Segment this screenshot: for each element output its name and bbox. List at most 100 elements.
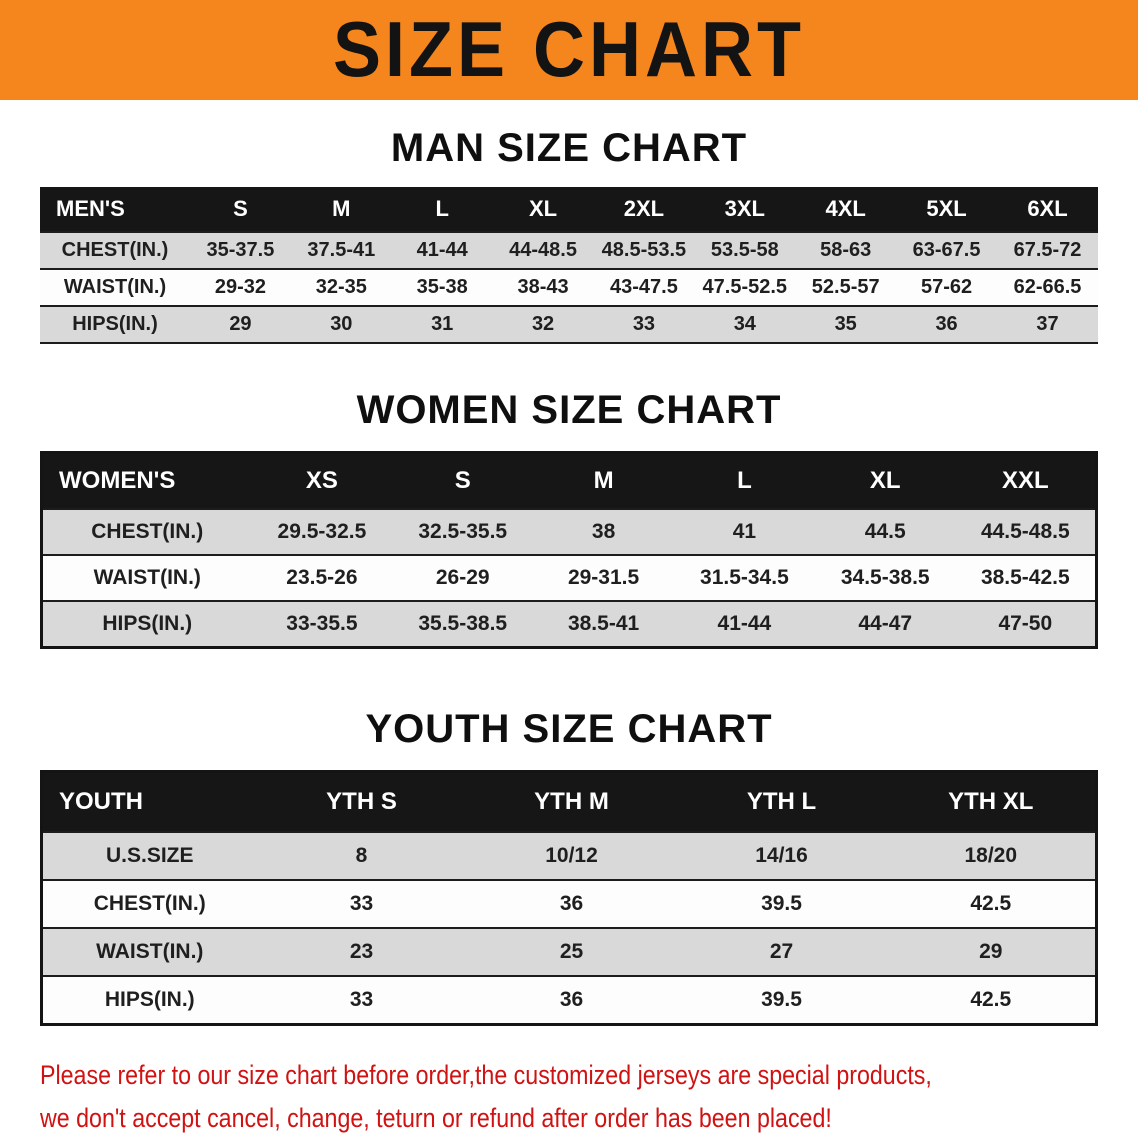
table-row: U.S.SIZE 8 10/12 14/16 18/20 — [41, 832, 1097, 880]
row-label: HIPS(IN.) — [104, 988, 195, 1011]
value-cell: 23.5-26 — [286, 566, 358, 589]
column-header: XL — [814, 452, 956, 509]
table-row: HIPS(IN.) 29 30 31 32 33 34 35 36 37 — [40, 306, 1098, 343]
value-cell: 30 — [330, 313, 353, 335]
value-cell: 47.5-52.5 — [702, 276, 788, 298]
column-header: L — [391, 187, 493, 232]
row-label: WAIST(IN.) — [96, 940, 204, 963]
value-cell: 37.5-41 — [307, 239, 376, 261]
value-cell: 32-35 — [315, 276, 367, 298]
value-cell: 42.5 — [970, 988, 1012, 1011]
table-header-row: MEN'S S M L XL 2XL 3XL 4XL 5XL 6XL — [40, 187, 1098, 232]
value-cell: 53.5-58 — [710, 239, 779, 261]
value-cell: 36 — [559, 892, 584, 915]
value-cell: 52.5-57 — [811, 276, 880, 298]
table-header-row: WOMEN'S XS S M L XL XXL — [41, 452, 1097, 509]
value-cell: 67.5-72 — [1013, 239, 1082, 261]
value-cell: 31 — [431, 313, 454, 335]
value-cell: 44.5 — [864, 520, 906, 543]
column-header: XS — [251, 452, 393, 509]
value-cell: 34 — [733, 313, 756, 335]
column-header: S — [392, 452, 534, 509]
column-header: YTH S — [256, 771, 467, 832]
column-header: XL — [492, 187, 594, 232]
value-cell: 18/20 — [964, 844, 1018, 867]
value-cell: 41-44 — [717, 612, 772, 635]
table-row: WAIST(IN.) 29-32 32-35 35-38 38-43 43-47.5 47.… — [40, 269, 1098, 306]
value-cell: 44-48.5 — [509, 239, 577, 261]
value-cell: 35 — [834, 313, 857, 335]
table-row: CHEST(IN.) 35-37.5 37.5-41 41-44 44-48.5 48.5… — [40, 232, 1098, 269]
footer-note: Please refer to our size chart before or… — [40, 1060, 1098, 1134]
value-cell: 10/12 — [545, 844, 598, 867]
value-cell: 29-32 — [214, 276, 267, 298]
value-cell: 32.5-35.5 — [418, 520, 508, 543]
value-cell: 32 — [531, 313, 555, 335]
banner-title: SIZE CHART — [333, 6, 805, 94]
value-cell: 57-62 — [920, 276, 973, 298]
value-cell: 44-47 — [858, 612, 913, 635]
value-cell: 38 — [591, 520, 616, 543]
men-section-heading: MAN SIZE CHART — [390, 126, 748, 170]
youth-size-section: YOUTH SIZE CHART YOUTH YTH S YTH M YTH L YTH… — [0, 707, 1138, 1026]
column-header: XXL — [955, 452, 1097, 509]
value-cell: 38.5-41 — [567, 612, 640, 635]
value-cell: 41-44 — [416, 239, 468, 261]
value-cell: 26-29 — [435, 566, 490, 589]
table-row: WAIST(IN.) 23.5-26 26-29 29-31.5 31.5-34.5 34… — [41, 555, 1097, 601]
row-label: CHEST(IN.) — [61, 239, 169, 261]
value-cell: 43-47.5 — [610, 276, 678, 298]
value-cell: 29.5-32.5 — [277, 520, 367, 543]
value-cell: 38.5-42.5 — [980, 566, 1070, 589]
table-header-row: YOUTH YTH S YTH M YTH L YTH XL — [41, 771, 1097, 832]
value-cell: 34.5-38.5 — [840, 566, 930, 589]
column-header: L — [673, 452, 815, 509]
value-cell: 48.5-53.5 — [601, 239, 687, 261]
size-chart-banner: SIZE CHART — [0, 0, 1138, 100]
value-cell: 35-37.5 — [206, 239, 275, 261]
value-cell: 33 — [632, 313, 656, 335]
row-label: WAIST(IN.) — [63, 276, 167, 298]
value-cell: 47-50 — [998, 612, 1053, 635]
value-cell: 35-38 — [416, 276, 468, 298]
value-cell: 25 — [559, 940, 584, 963]
column-header: YTH XL — [886, 771, 1097, 832]
table-label: WOMEN'S — [41, 452, 252, 509]
value-cell: 39.5 — [761, 988, 802, 1011]
women-section-heading: WOMEN SIZE CHART — [356, 388, 782, 432]
table-row: HIPS(IN.) 33-35.5 35.5-38.5 38.5-41 41-44 44-… — [41, 601, 1097, 648]
value-cell: 29 — [229, 313, 252, 335]
column-header: YTH L — [676, 771, 887, 832]
value-cell: 38-43 — [517, 276, 569, 298]
value-cell: 36 — [559, 988, 584, 1011]
youth-section-heading: YOUTH SIZE CHART — [365, 707, 773, 751]
row-label: CHEST(IN.) — [91, 520, 204, 543]
column-header: 6XL — [997, 187, 1098, 232]
value-cell: 63-67.5 — [912, 239, 981, 261]
row-label: U.S.SIZE — [105, 844, 194, 867]
value-cell: 33 — [349, 988, 374, 1011]
men-size-section: MAN SIZE CHART MEN'S S M L XL 2XL 3XL 4XL 5XL 6XL… — [0, 126, 1138, 344]
value-cell: 33 — [349, 892, 374, 915]
value-cell: 37 — [1036, 313, 1059, 335]
women-size-section: WOMEN SIZE CHART WOMEN'S XS S M L XL XXL CHEST(… — [0, 388, 1138, 649]
footer-line-2: we don't accept cancel, change, teturn o… — [40, 1103, 832, 1133]
value-cell: 23 — [349, 940, 374, 963]
value-cell: 58-63 — [820, 239, 872, 261]
value-cell: 29 — [979, 940, 1003, 963]
column-header: 3XL — [694, 187, 796, 232]
column-header: 5XL — [896, 187, 997, 232]
row-label: HIPS(IN.) — [102, 612, 193, 635]
value-cell: 44.5-48.5 — [980, 520, 1070, 543]
value-cell: 41 — [732, 520, 757, 543]
value-cell: 36 — [935, 313, 958, 335]
row-label: CHEST(IN.) — [93, 892, 206, 915]
value-cell: 33-35.5 — [286, 612, 358, 635]
women-size-table: WOMEN'S XS S M L XL XXL CHEST(IN.) 29.5-32.5 32.5… — [40, 451, 1098, 649]
table-label: YOUTH — [41, 771, 257, 832]
row-label: WAIST(IN.) — [93, 566, 201, 589]
value-cell: 35.5-38.5 — [418, 612, 508, 635]
column-header: 4XL — [795, 187, 897, 232]
column-header: S — [190, 187, 291, 232]
value-cell: 14/16 — [755, 844, 808, 867]
